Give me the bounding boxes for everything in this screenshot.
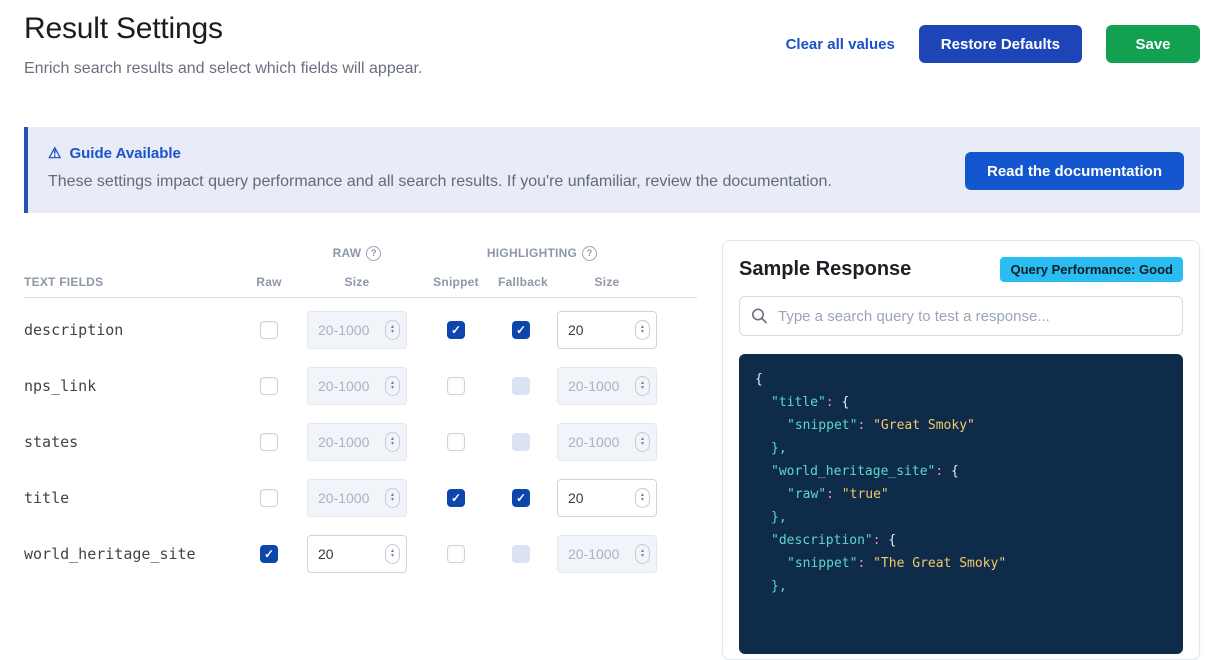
- column-header-fallback: Fallback: [498, 274, 548, 289]
- raw-checkbox[interactable]: [260, 433, 278, 451]
- table-group-header-row: RAW ? HIGHLIGHTING ?: [24, 240, 697, 266]
- read-documentation-button[interactable]: Read the documentation: [964, 152, 1184, 190]
- highlighting-help-icon[interactable]: ?: [582, 245, 598, 261]
- text-fields-table: RAW ? HIGHLIGHTING ? TEXT FIELDS Raw Siz…: [24, 240, 697, 582]
- sample-response-header: Sample Response Query Performance: Good: [739, 257, 1183, 282]
- field-name: states: [24, 433, 79, 451]
- highlight-size-input[interactable]: ▴▾: [557, 311, 657, 349]
- fallback-checkbox[interactable]: ✓: [512, 489, 530, 507]
- table-row: world_heritage_site ✓ ▴▾ ▴▾: [24, 526, 697, 582]
- save-button[interactable]: Save: [1106, 25, 1200, 63]
- raw-size-input: ▴▾: [307, 479, 407, 517]
- raw-help-icon[interactable]: ?: [366, 245, 382, 261]
- raw-group-header: RAW ?: [300, 245, 414, 261]
- raw-group-label: RAW: [332, 246, 362, 260]
- table-column-header-row: TEXT FIELDS Raw Size Snippet Fallback Si…: [24, 266, 697, 298]
- column-header-highlight-size: Size: [594, 274, 620, 289]
- highlighting-group-header: HIGHLIGHTING ?: [414, 245, 670, 261]
- code-block: {"title": {"snippet": "Great Smoky"}, "wo…: [739, 354, 1183, 654]
- column-header-raw: Raw: [256, 274, 282, 289]
- table-row: title ▴▾ ✓ ✓ ▴▾: [24, 470, 697, 526]
- raw-size-input: ▴▾: [307, 311, 407, 349]
- snippet-checkbox[interactable]: [447, 377, 465, 395]
- fallback-checkbox: [512, 377, 530, 395]
- search-icon: [752, 308, 767, 324]
- column-header-text-fields: TEXT FIELDS: [24, 274, 104, 289]
- raw-checkbox[interactable]: ✓: [260, 545, 278, 563]
- fallback-checkbox: [512, 433, 530, 451]
- raw-checkbox[interactable]: [260, 489, 278, 507]
- sample-response-panel: Sample Response Query Performance: Good …: [722, 240, 1200, 660]
- guide-banner-title: Guide Available: [69, 145, 181, 162]
- page-subtitle: Enrich search results and select which f…: [24, 60, 423, 77]
- warning-icon: ⚠: [48, 145, 62, 162]
- snippet-checkbox[interactable]: ✓: [447, 489, 465, 507]
- column-header-raw-size: Size: [344, 274, 370, 289]
- field-name: description: [24, 321, 124, 339]
- fallback-checkbox[interactable]: ✓: [512, 321, 530, 339]
- highlight-size-input: ▴▾: [557, 535, 657, 573]
- column-header-snippet: Snippet: [433, 274, 479, 289]
- table-row: states ▴▾ ▴▾: [24, 414, 697, 470]
- fallback-checkbox: [512, 545, 530, 563]
- query-performance-badge: Query Performance: Good: [1000, 257, 1183, 282]
- table-row: nps_link ▴▾ ▴▾: [24, 358, 697, 414]
- result-settings-page: Result Settings Enrich search results an…: [24, 12, 1200, 660]
- highlight-size-input: ▴▾: [557, 423, 657, 461]
- clear-all-values-link[interactable]: Clear all values: [785, 35, 895, 53]
- highlight-size-input[interactable]: ▴▾: [557, 479, 657, 517]
- guide-banner: ⚠ Guide Available These settings impact …: [24, 127, 1200, 213]
- highlighting-group-label: HIGHLIGHTING: [486, 246, 578, 260]
- snippet-checkbox[interactable]: [447, 433, 465, 451]
- fields-table-body: description▴▾✓✓▴▾nps_link▴▾▴▾states▴▾▴▾t…: [24, 302, 697, 582]
- page-title: Result Settings: [24, 12, 223, 45]
- search-query-input[interactable]: [739, 296, 1183, 336]
- snippet-checkbox[interactable]: [447, 545, 465, 563]
- raw-size-input: ▴▾: [307, 423, 407, 461]
- sample-search: [739, 296, 1183, 336]
- restore-defaults-button[interactable]: Restore Defaults: [918, 25, 1082, 63]
- sample-response-title: Sample Response: [739, 258, 912, 280]
- guide-banner-body: These settings impact query performance …: [48, 173, 832, 190]
- raw-size-input[interactable]: ▴▾: [307, 535, 407, 573]
- raw-size-input: ▴▾: [307, 367, 407, 405]
- field-name: world_heritage_site: [24, 545, 196, 563]
- raw-checkbox[interactable]: [260, 321, 278, 339]
- guide-banner-title-row: ⚠ Guide Available: [48, 145, 1184, 162]
- header-actions: Clear all values Restore Defaults Save: [786, 25, 1200, 63]
- field-name: nps_link: [24, 377, 97, 395]
- highlight-size-input: ▴▾: [557, 367, 657, 405]
- field-name: title: [24, 489, 70, 507]
- raw-checkbox[interactable]: [260, 377, 278, 395]
- snippet-checkbox[interactable]: ✓: [447, 321, 465, 339]
- table-row: description ▴▾ ✓ ✓ ▴▾: [24, 302, 697, 358]
